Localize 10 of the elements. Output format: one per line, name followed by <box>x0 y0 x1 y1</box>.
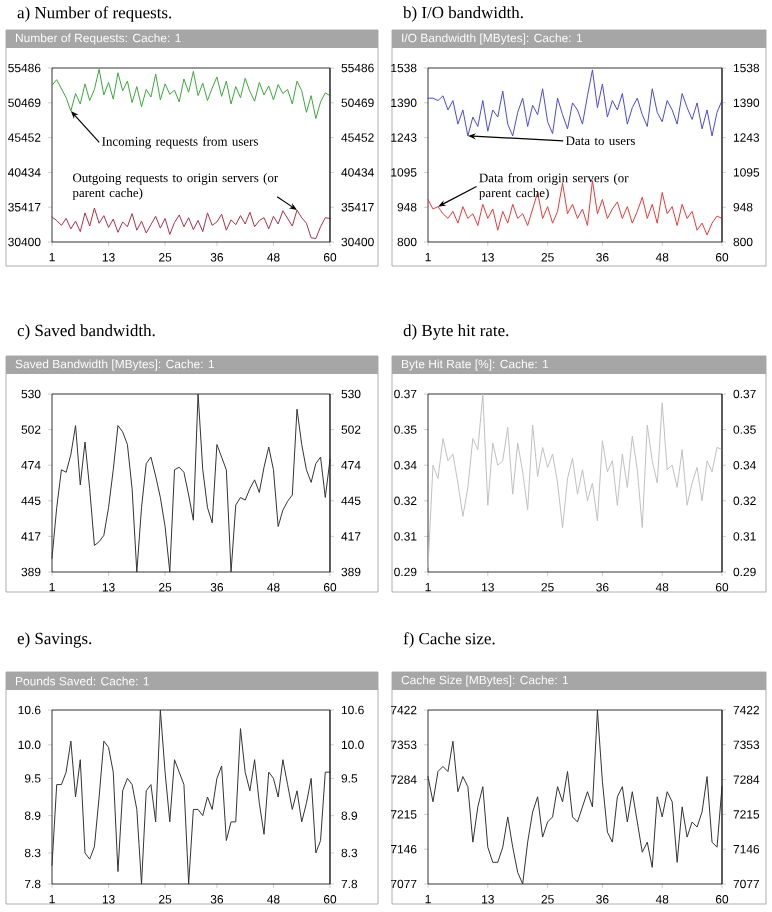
line-series <box>427 69 723 137</box>
chart-title: e) Savings. <box>17 632 92 648</box>
line-series <box>427 393 723 569</box>
chart-title: d) Byte hit rate. <box>403 324 509 340</box>
chart-title: b) I/O bandwidth. <box>403 6 523 22</box>
chart-title: c) Saved bandwidth. <box>17 324 155 340</box>
line-series <box>51 393 331 573</box>
chart-title: f) Cache size. <box>403 632 495 648</box>
chart-title: a) Number of requests. <box>17 6 172 22</box>
line-series <box>51 709 331 885</box>
